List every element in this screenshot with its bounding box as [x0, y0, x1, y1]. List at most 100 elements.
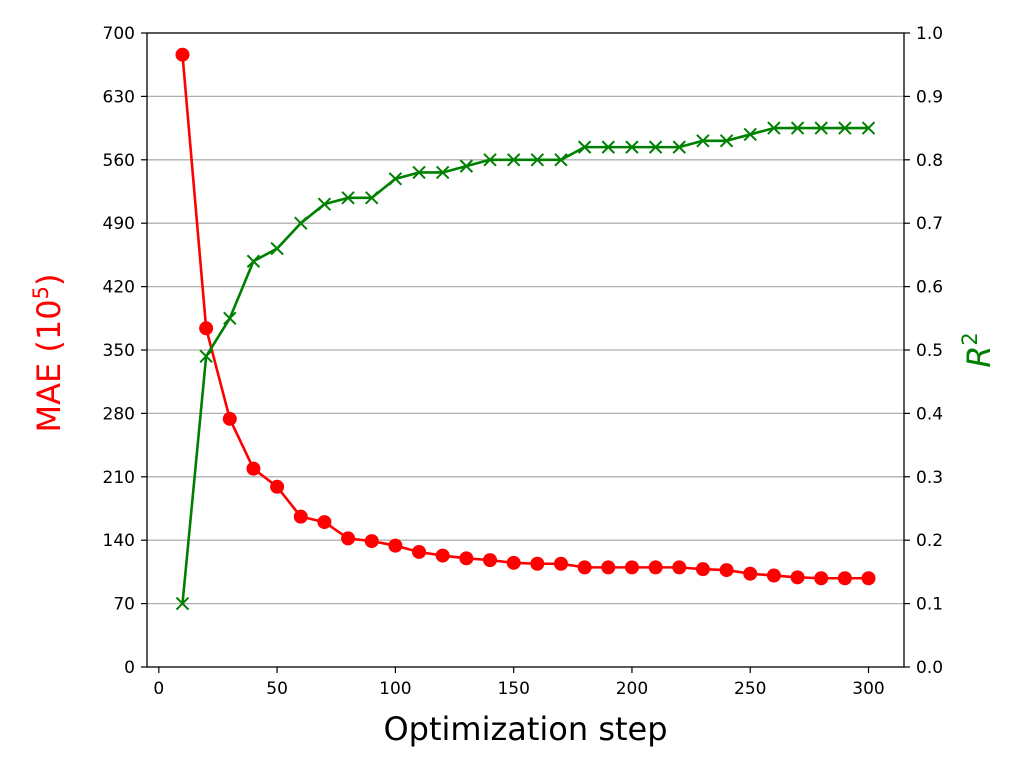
left-y-tick-label: 560	[103, 151, 135, 171]
left-y-tick-label: 210	[103, 468, 135, 488]
mae-point	[412, 544, 427, 559]
mae-point	[695, 562, 710, 577]
series-layer	[175, 47, 876, 611]
x-tick-label: 300	[852, 679, 884, 699]
right-y-tick-label: 0.8	[916, 151, 943, 171]
right-y-tick-label: 0.6	[916, 278, 943, 298]
mae-point	[222, 411, 237, 426]
x-tick-label: 250	[734, 679, 766, 699]
r2-point	[530, 153, 545, 167]
mae-point	[837, 571, 852, 586]
x-tick-label: 0	[153, 679, 164, 699]
right-y-axis-title: R2	[958, 332, 998, 368]
mae-point	[341, 531, 356, 546]
left-y-axis-title-close: )	[30, 274, 68, 286]
left-y-tick-label: 420	[103, 278, 135, 298]
mae-point	[199, 321, 214, 336]
mae-series	[175, 47, 876, 586]
mae-point	[648, 560, 663, 575]
r2-point	[199, 349, 213, 364]
mae-point	[175, 47, 190, 62]
r2-point	[388, 172, 403, 186]
mae-point	[790, 570, 805, 585]
mae-point	[743, 566, 758, 581]
mae-point	[577, 560, 592, 575]
right-y-tick-label: 0.4	[916, 404, 943, 424]
left-y-tick-label: 700	[103, 24, 135, 44]
r2-point	[838, 121, 852, 135]
x-tick-label: 200	[616, 679, 648, 699]
r2-point	[767, 121, 781, 135]
mae-point	[601, 560, 616, 575]
r2-series	[175, 121, 876, 611]
left-y-tick-label: 280	[103, 404, 135, 424]
mae-point	[435, 548, 450, 563]
r2-point	[365, 191, 379, 205]
mae-point	[719, 563, 734, 578]
mae-point	[483, 553, 498, 568]
mae-point	[530, 556, 545, 571]
left-y-axis-title: MAE (105)	[29, 274, 68, 433]
mae-point	[814, 571, 829, 586]
mae-point	[672, 560, 687, 575]
r2-point	[246, 254, 261, 268]
right-y-tick-label: 0.3	[916, 468, 943, 488]
r2-point	[435, 165, 450, 180]
x-tick-label: 150	[497, 679, 529, 699]
r2-point	[317, 197, 332, 211]
r2-point	[554, 153, 568, 167]
mae-point	[861, 571, 876, 586]
x-axis-title: Optimization step	[383, 710, 667, 748]
left-y-tick-label: 140	[103, 531, 135, 551]
r2-point	[625, 140, 639, 154]
mae-point	[553, 556, 568, 571]
mae-point	[506, 555, 521, 570]
right-y-axis-title-exponent: 2	[958, 332, 982, 345]
r2-point	[672, 140, 686, 154]
right-y-tick-label: 0.5	[916, 341, 943, 361]
left-y-tick-label: 630	[103, 87, 135, 107]
r2-point	[601, 140, 616, 154]
r2-point	[412, 165, 426, 180]
r2-line	[181, 126, 869, 604]
r2-point	[483, 153, 497, 167]
right-y-tick-label: 0.7	[916, 214, 943, 234]
right-y-tick-label: 1.0	[916, 24, 943, 44]
right-y-axis-title-text: R	[960, 346, 998, 368]
r2-point	[790, 121, 805, 135]
x-tick-label: 100	[379, 679, 411, 699]
r2-point	[506, 153, 521, 167]
r2-point	[577, 140, 592, 154]
mae-line	[181, 54, 869, 580]
mae-point	[388, 538, 403, 553]
r2-point	[459, 159, 474, 173]
right-y-tick-label: 0.1	[916, 595, 943, 615]
right-y-tick-label: 0.2	[916, 531, 943, 551]
mae-point	[624, 560, 639, 575]
left-y-axis-title-exponent: 5	[29, 286, 53, 299]
right-y-tick-label: 0.0	[916, 658, 943, 678]
mae-point	[459, 551, 474, 566]
r2-point	[648, 140, 663, 154]
r2-point	[743, 127, 757, 142]
r2-point	[175, 596, 190, 611]
left-y-tick-label: 70	[113, 595, 135, 615]
r2-point	[294, 216, 308, 230]
mae-point	[270, 479, 285, 494]
right-y-tick-label: 0.9	[916, 87, 943, 107]
r2-point	[223, 311, 237, 326]
mae-point	[317, 515, 332, 530]
mae-point	[364, 534, 379, 549]
mae-point	[246, 461, 261, 476]
x-tick-label: 50	[266, 679, 288, 699]
left-y-tick-label: 0	[124, 658, 135, 678]
grid-lines	[147, 95, 904, 605]
r2-point	[696, 134, 710, 148]
left-y-axis-title-text: MAE (10	[30, 299, 68, 432]
r2-point	[814, 121, 828, 135]
r2-point	[341, 191, 355, 205]
r2-point	[270, 241, 284, 256]
r2-point	[719, 134, 734, 148]
r2-point	[861, 121, 876, 135]
